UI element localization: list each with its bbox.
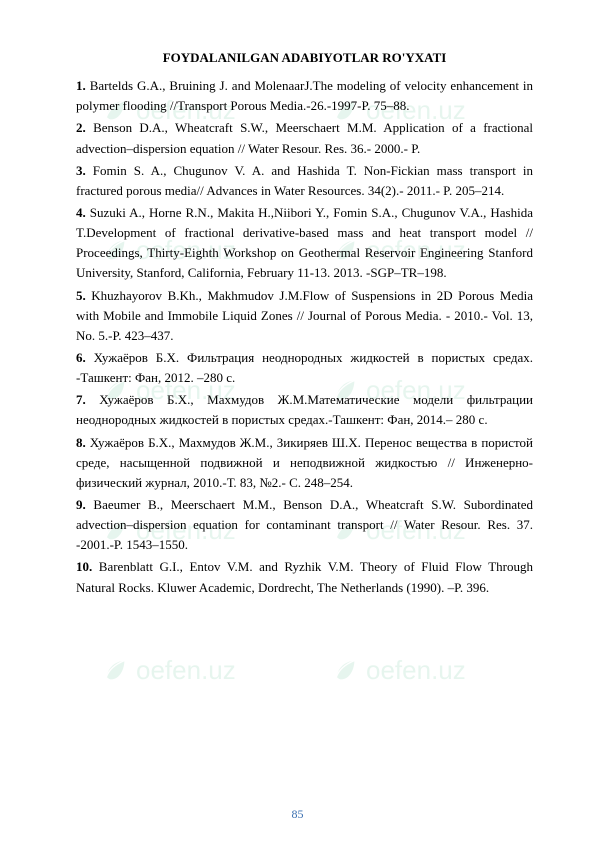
reference-item: 6. Хужаёров Б.Х. Фильтрация неоднородных… (76, 348, 533, 388)
reference-item: 10. Barenblatt G.I., Entov V.M. and Ryzh… (76, 557, 533, 597)
reference-list: 1. Bartelds G.A., Bruining J. and Molena… (76, 76, 533, 598)
reference-item: 7. Хужаёров Б.Х., Махмудов Ж.М.Математич… (76, 390, 533, 430)
reference-item: 8. Хужаёров Б.Х., Махмудов Ж.М., Зикиряе… (76, 433, 533, 493)
reference-number: 8. (76, 435, 90, 450)
reference-text: Khuzhayorov B.Kh., Makhmudov J.M.Flow of… (76, 288, 533, 343)
reference-item: 3. Fomin S. A., Chugunov V. A. and Hashi… (76, 161, 533, 201)
reference-number: 5. (76, 288, 91, 303)
page-content: FOYDALANILGAN ADABIYOTLAR RO'YXATI 1. Ba… (76, 48, 533, 598)
reference-text: Suzuki A., Horne R.N., Makita H.,Niibori… (76, 205, 533, 280)
reference-number: 7. (76, 392, 99, 407)
reference-text: Хужаёров Б.Х. Фильтрация неоднородных жи… (76, 350, 533, 385)
reference-text: Benson D.A., Wheatcraft S.W., Meerschaer… (76, 120, 533, 155)
reference-number: 9. (76, 497, 93, 512)
reference-number: 3. (76, 163, 93, 178)
reference-text: Bartelds G.A., Bruining J. and MolenaarJ… (76, 78, 533, 113)
reference-item: 5. Khuzhayorov B.Kh., Makhmudov J.M.Flow… (76, 286, 533, 346)
reference-text: Хужаёров Б.Х., Махмудов Ж.М.Математическ… (76, 392, 533, 427)
watermark: oefen.uz (100, 650, 236, 690)
reference-text: Barenblatt G.I., Entov V.M. and Ryzhik V… (76, 559, 533, 594)
reference-text: Хужаёров Б.Х., Махмудов Ж.М., Зикиряев Ш… (76, 435, 533, 490)
reference-number: 6. (76, 350, 94, 365)
reference-number: 4. (76, 205, 90, 220)
reference-text: Fomin S. A., Chugunov V. A. and Hashida … (76, 163, 533, 198)
reference-number: 2. (76, 120, 93, 135)
reference-item: 1. Bartelds G.A., Bruining J. and Molena… (76, 76, 533, 116)
reference-item: 2. Benson D.A., Wheatcraft S.W., Meersch… (76, 118, 533, 158)
page-number: 85 (0, 805, 595, 824)
reference-number: 1. (76, 78, 90, 93)
page-title: FOYDALANILGAN ADABIYOTLAR RO'YXATI (76, 48, 533, 68)
reference-number: 10. (76, 559, 99, 574)
watermark: oefen.uz (330, 650, 466, 690)
reference-item: 4. Suzuki A., Horne R.N., Makita H.,Niib… (76, 203, 533, 284)
reference-text: Baeumer B., Meerschaert M.M., Benson D.A… (76, 497, 533, 552)
reference-item: 9. Baeumer B., Meerschaert M.M., Benson … (76, 495, 533, 555)
